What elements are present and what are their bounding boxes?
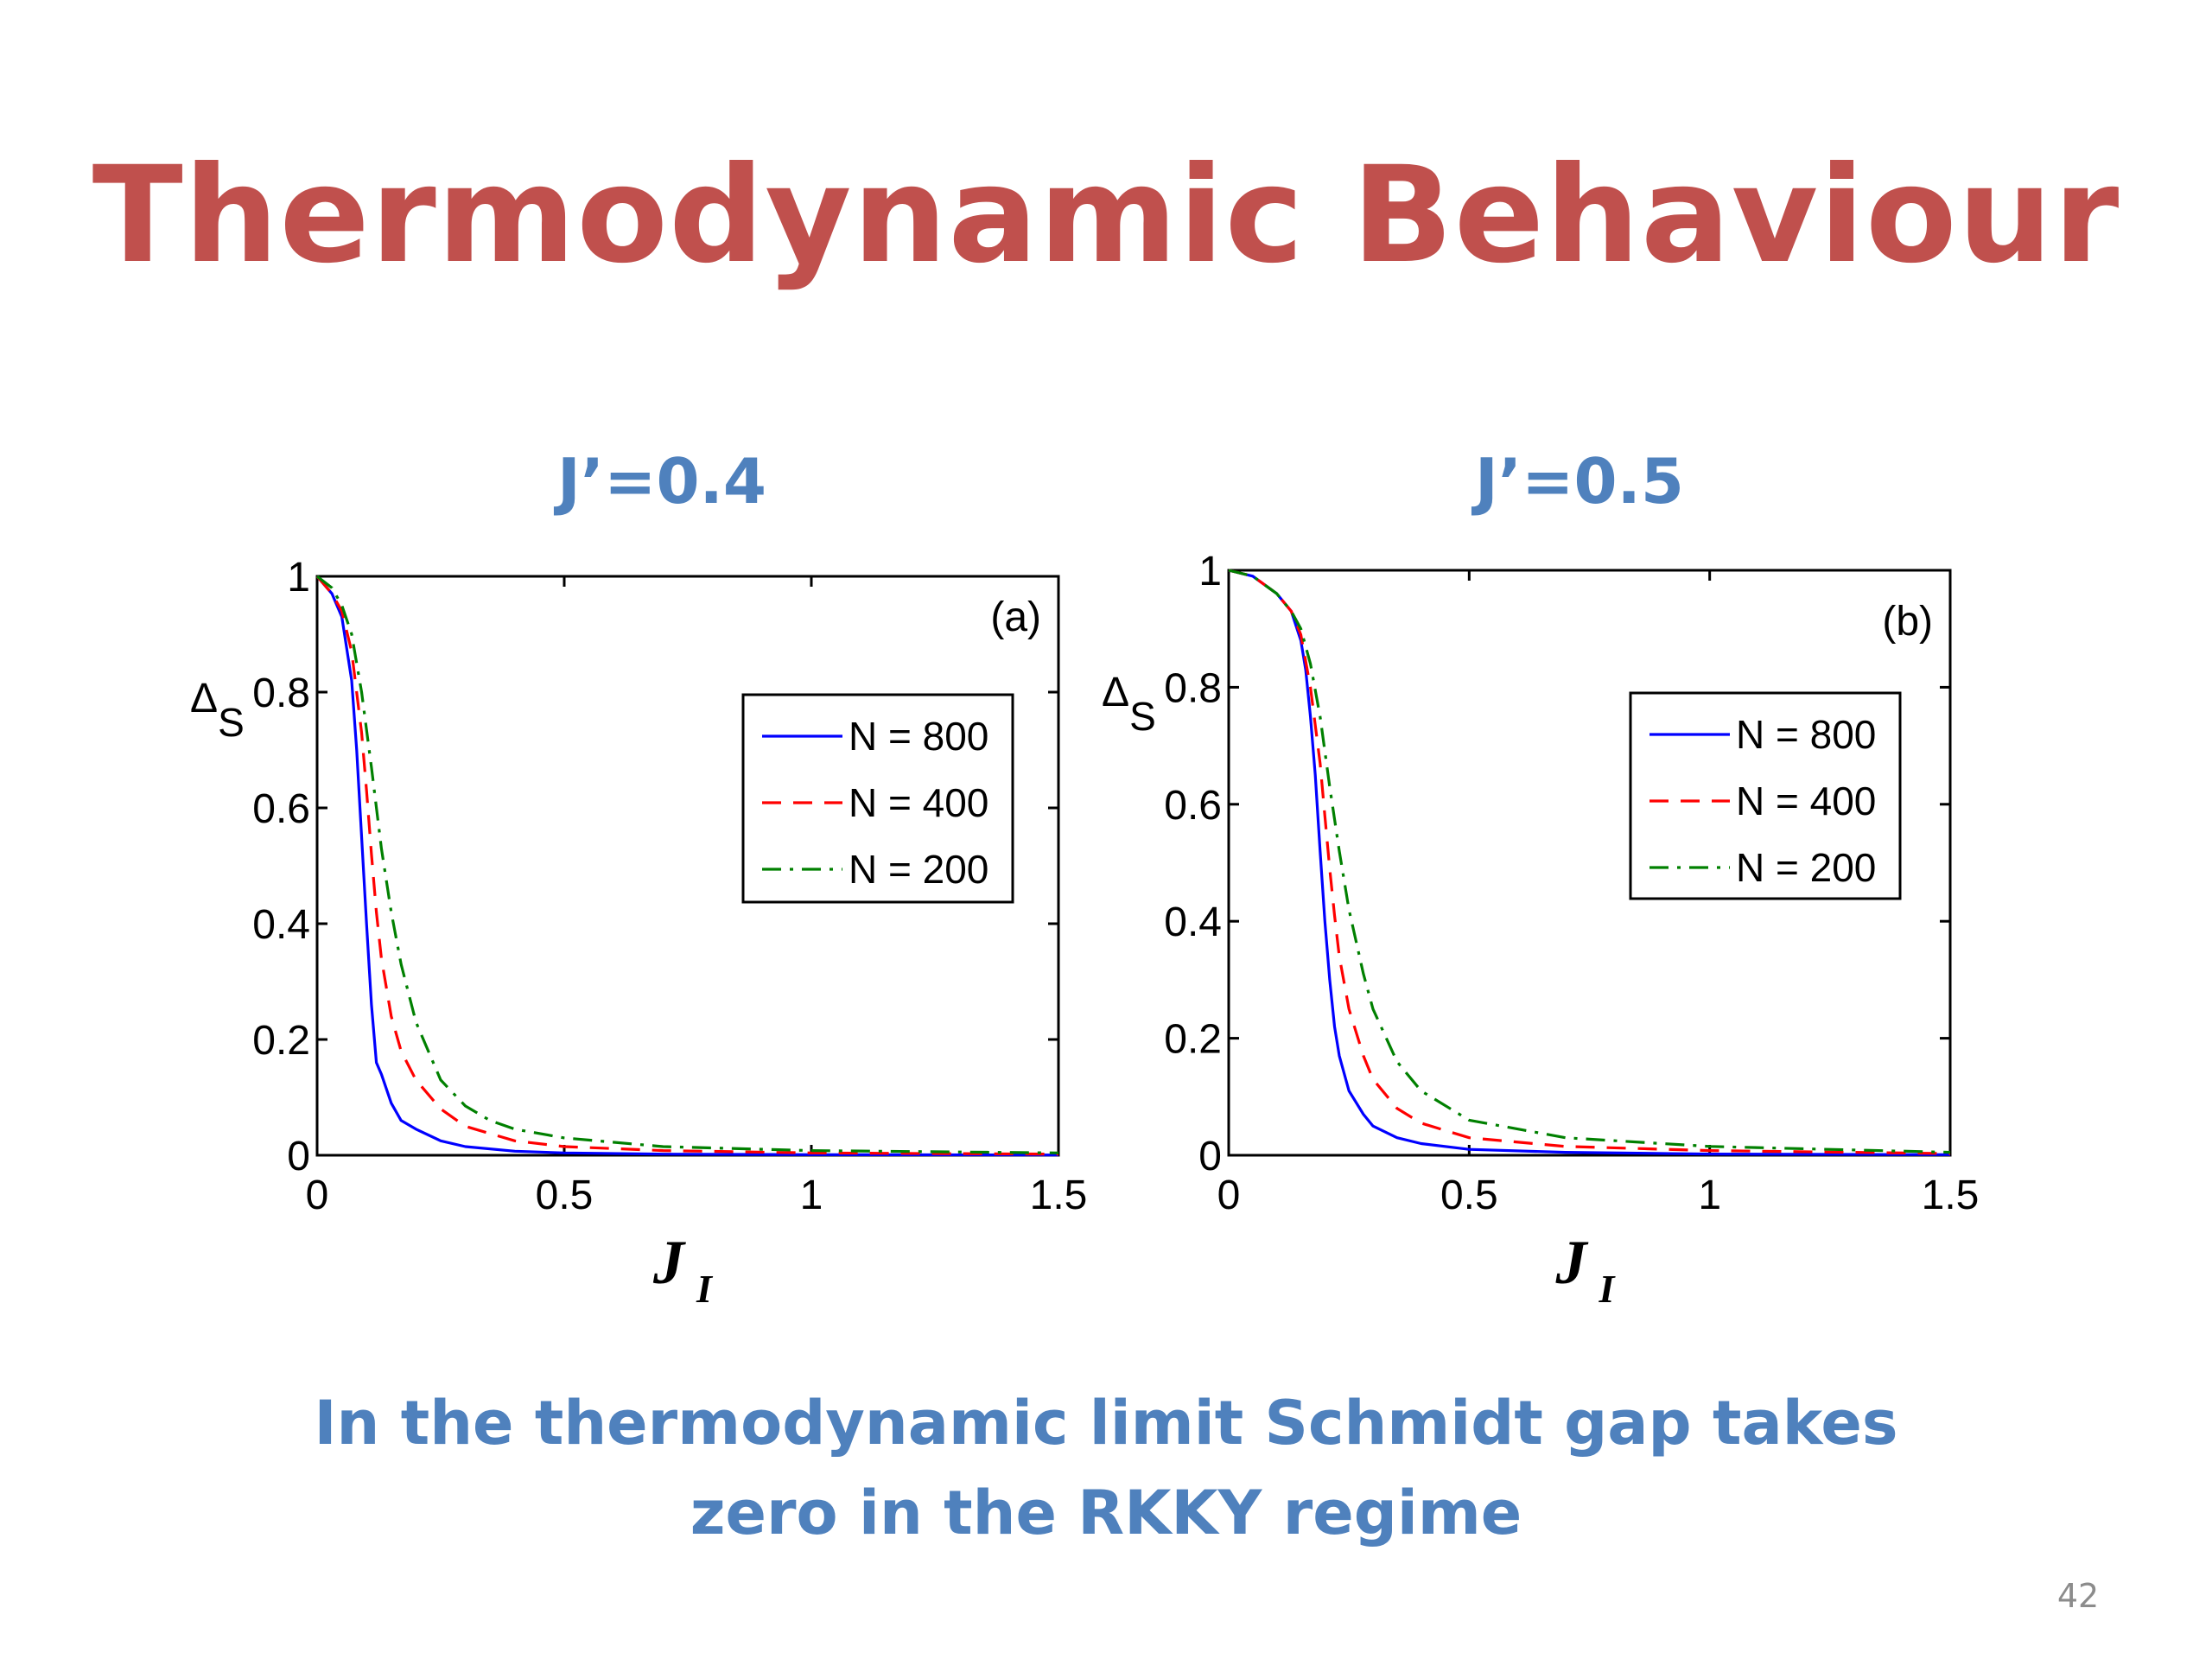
legend-entry: N = 800: [1736, 712, 1876, 757]
conclusion-text: In the thermodynamic limit Schmidt gap t…: [0, 1378, 2212, 1558]
series-line-n200: [316, 575, 1059, 1154]
y-tick-label: 0.6: [1164, 783, 1222, 829]
y-axis-label: ΔS: [190, 676, 245, 745]
y-tick-label: 1: [287, 555, 310, 601]
y-tick-label: 0.6: [252, 786, 310, 832]
legend-box: [741, 693, 1014, 904]
series-line-n400: [1228, 569, 1951, 1155]
series-line-n200: [1228, 569, 1951, 1154]
conclusion-line-2: zero in the RKKY regime: [690, 1478, 1522, 1548]
series-line-n400: [315, 575, 1059, 1156]
panel-a-caption: J’=0.4: [556, 445, 766, 518]
series-line-n800: [315, 575, 1059, 1157]
conclusion-line-1: In the thermodynamic limit Schmidt gap t…: [314, 1388, 1898, 1459]
x-tick-label: 0: [306, 1173, 329, 1218]
x-tick-label: 1.5: [1922, 1173, 1980, 1218]
y-tick-label: 0.4: [252, 902, 310, 948]
legend-entry: N = 200: [849, 847, 988, 892]
legend-entry: N = 400: [849, 780, 988, 825]
y-tick-label: 0.2: [1164, 1017, 1222, 1063]
y-tick-label: 0.2: [252, 1018, 310, 1064]
legend-entry: N = 200: [1736, 845, 1876, 890]
slide-title: Thermodynamic Behaviour: [92, 138, 2120, 293]
y-tick-label: 1: [1198, 549, 1222, 594]
x-tick-label: 0.5: [1440, 1173, 1498, 1218]
y-tick-label: 0: [1198, 1134, 1222, 1179]
panel-b-caption: J’=0.5: [1474, 445, 1684, 518]
chart-a: 0 0.5 1 1.5 0 0.2 0.4 0.6 0.8 1 (a) N = 800 N = 400 N…: [190, 555, 1087, 1311]
y-tick-label: 0.4: [1164, 899, 1222, 945]
y-tick-label: 0: [287, 1134, 310, 1179]
panel-label: (b): [1882, 599, 1933, 645]
legend-entry: N = 800: [849, 714, 988, 759]
y-axis-label: ΔS: [1102, 670, 1156, 739]
legend-box: [1629, 691, 1902, 900]
legend-entry: N = 400: [1736, 779, 1876, 823]
series-line-n800: [1228, 569, 1951, 1156]
y-tick-label: 0.8: [1164, 665, 1222, 711]
x-tick-label: 0: [1217, 1173, 1241, 1218]
y-tick-label: 0.8: [252, 671, 310, 716]
x-tick-label: 0.5: [536, 1173, 594, 1218]
page-number: 42: [2056, 1577, 2100, 1615]
x-tick-label: 1.5: [1030, 1173, 1088, 1218]
chart-b: 0 0.5 1 1.5 0 0.2 0.4 0.6 0.8 1 (b) N = 800 N = 400 N…: [1102, 549, 1979, 1311]
panel-label: (a): [990, 594, 1041, 640]
x-tick-label: 1: [1698, 1173, 1721, 1218]
x-tick-label: 1: [800, 1173, 823, 1218]
